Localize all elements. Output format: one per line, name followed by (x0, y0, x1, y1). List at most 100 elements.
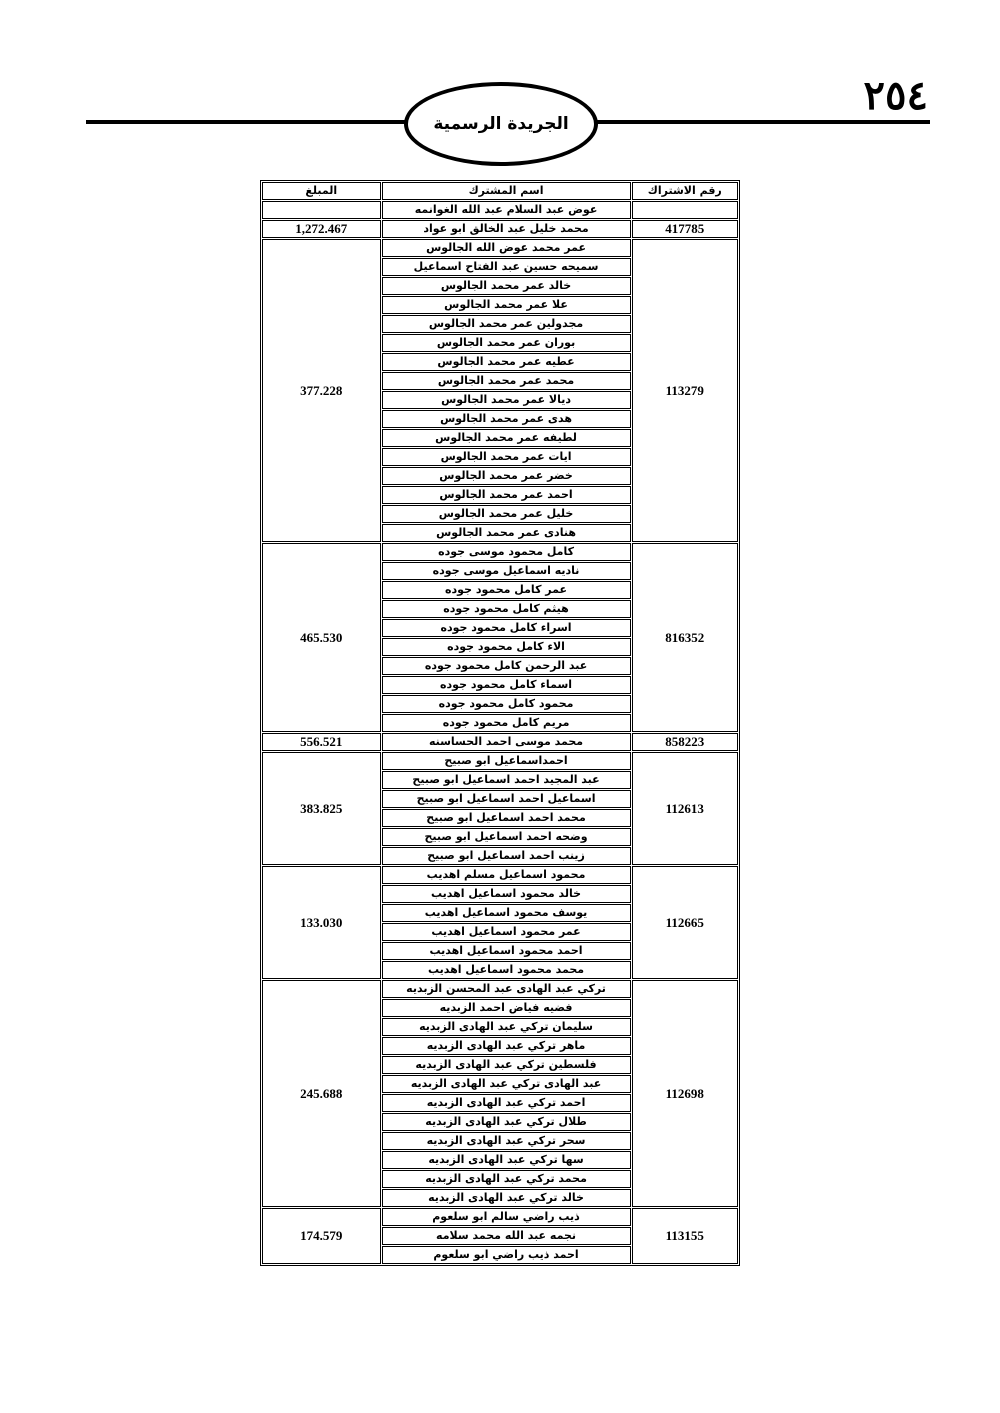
table-row: ايات عمر محمد الجالوس (262, 448, 738, 466)
table-row: نجمه عبد الله محمد سلامه (262, 1227, 738, 1245)
subscriber-name: عطيه عمر محمد الجالوس (381, 353, 631, 371)
table-row: سحر تركي عبد الهادى الزبديه (262, 1132, 738, 1150)
table-row: هنادى عمر محمد الجالوس (262, 524, 738, 542)
table-row: 858223 محمد موسى احمد الحساسنه 556.521 (262, 733, 738, 751)
table-row: عوض عبد السلام عبد الله الغوانمه (262, 201, 738, 219)
table-row: عطيه عمر محمد الجالوس (262, 353, 738, 371)
table-row: عبد الهادى تركي عبد الهادى الزبديه (262, 1075, 738, 1093)
table-row: 112613 احمداسماعيل ابو صبيح 383.825 (262, 752, 738, 865)
table-row: خالد تركي عبد الهادى الزبديه (262, 1189, 738, 1207)
subscription-number: 112698 (631, 980, 738, 1207)
subscriber-name: محمد تركي عبد الهادى الزبديه (381, 1170, 631, 1188)
subscriber-name: هنادى عمر محمد الجالوس (381, 524, 631, 542)
table-row: سها تركي عبد الهادى الزبديه (262, 1151, 738, 1169)
subscriber-name: هيثم كامل محمود جوده (381, 600, 631, 618)
subscriber-name: سليمان تركي عبد الهادى الزبديه (381, 1018, 631, 1036)
column-header: رقم الاشتراك (631, 182, 738, 200)
subscriber-name: محمد موسى احمد الحساسنه (381, 733, 631, 751)
subscriber-name: سميحه حسين عبد الفتاح اسماعيل (381, 258, 631, 276)
subscriber-name: علا عمر محمد الجالوس (381, 296, 631, 314)
table-row: علا عمر محمد الجالوس (262, 296, 738, 314)
table-row: محمد احمد اسماعيل ابو صبيح (262, 809, 738, 827)
subscriber-name: عمر محمود اسماعيل اهديب (381, 923, 631, 941)
table-row: لطيفه عمر محمد الجالوس (262, 429, 738, 447)
subscriber-name: خالد عمر محمد الجالوس (381, 277, 631, 295)
subscriber-name: عوض عبد السلام عبد الله الغوانمه (381, 201, 631, 219)
table-row: احمد عمر محمد الجالوس (262, 486, 738, 504)
table-row: هيثم كامل محمود جوده (262, 600, 738, 618)
subscription-number: 816352 (631, 543, 738, 732)
table-row: عمر كامل محمود جوده (262, 581, 738, 599)
table-row: فضيه فياض احمد الزبديه (262, 999, 738, 1017)
subscriber-name: عمر كامل محمود جوده (381, 581, 631, 599)
subscriber-name: فلسطين تركي عبد الهادى الزبديه (381, 1056, 631, 1074)
subscriber-name: ايات عمر محمد الجالوس (381, 448, 631, 466)
subscriber-name: عمر محمد عوض الله الجالوس (381, 239, 631, 257)
amount: 556.521 (262, 733, 381, 751)
subscription-number (631, 201, 738, 219)
column-header: المبلغ (262, 182, 381, 200)
amount: 383.825 (262, 752, 381, 865)
page-number: ٢٥٤ (863, 72, 928, 119)
subscriber-name: ماهر تركي عبد الهادى الزبديه (381, 1037, 631, 1055)
table-row: وضحه احمد اسماعيل ابو صبيح (262, 828, 738, 846)
subscriber-name: لطيفه عمر محمد الجالوس (381, 429, 631, 447)
subscriber-name: محمود اسماعيل مسلم اهديب (381, 866, 631, 884)
subscriber-name: محمد خليل عبد الخالق ابو عواد (381, 220, 631, 238)
subscribers-table: رقم الاشتراك اسم المشترك المبلغ عوض عبد الس… (260, 180, 740, 1266)
subscriber-name: محمد محمود اسماعيل اهديب (381, 961, 631, 979)
subscriber-name: اسماء كامل محمود جوده (381, 676, 631, 694)
table-row: سميحه حسين عبد الفتاح اسماعيل (262, 258, 738, 276)
table-row: ماهر تركي عبد الهادى الزبديه (262, 1037, 738, 1055)
table-row: عبد الرحمن كامل محمود جوده (262, 657, 738, 675)
table-row: خالد عمر محمد الجالوس (262, 277, 738, 295)
table-row: 112698 تركي عبد الهادى عبد المحسن الزبديه… (262, 980, 738, 1207)
subscriber-name: يوسف محمود اسماعيل اهديب (381, 904, 631, 922)
table-row: مجدولين عمر محمد الجالوس (262, 315, 738, 333)
table-row: بوران عمر محمد الجالوس (262, 334, 738, 352)
amount: 1,272.467 (262, 220, 381, 238)
subscriber-name: احمداسماعيل ابو صبيح (381, 752, 631, 770)
subscriber-name: ناديه اسماعيل موسى جوده (381, 562, 631, 580)
table-row: اسراء كامل محمود جوده (262, 619, 738, 637)
table-row: خليل عمر محمد الجالوس (262, 505, 738, 523)
subscriber-name: نجمه عبد الله محمد سلامه (381, 1227, 631, 1245)
table-row: خضر عمر محمد الجالوس (262, 467, 738, 485)
subscriber-name: ذيب راضي سالم ابو سلعوم (381, 1208, 631, 1226)
table-row: 816352 كامل محمود موسى جوده 465.530 (262, 543, 738, 732)
table-row: زينب احمد اسماعيل ابو صبيح (262, 847, 738, 865)
subscriber-name: عبد المجيد احمد اسماعيل ابو صبيح (381, 771, 631, 789)
amount (262, 201, 381, 219)
subscriber-name: خالد محمود اسماعيل اهديب (381, 885, 631, 903)
subscriber-name: احمد تركي عبد الهادى الزبديه (381, 1094, 631, 1112)
subscriber-name: ديالا عمر محمد الجالوس (381, 391, 631, 409)
subscriber-name: اسماعيل احمد اسماعيل ابو صبيح (381, 790, 631, 808)
table-row: 113155 ذيب راضي سالم ابو سلعوم 174.579 (262, 1208, 738, 1264)
subscriber-name: زينب احمد اسماعيل ابو صبيح (381, 847, 631, 865)
subscription-number: 112665 (631, 866, 738, 979)
subscriber-name: خضر عمر محمد الجالوس (381, 467, 631, 485)
amount: 465.530 (262, 543, 381, 732)
subscriber-name: محمود كامل محمود جوده (381, 695, 631, 713)
table-row: عبد المجيد احمد اسماعيل ابو صبيح (262, 771, 738, 789)
table-row: يوسف محمود اسماعيل اهديب (262, 904, 738, 922)
subscriber-name: اسراء كامل محمود جوده (381, 619, 631, 637)
subscriber-name: بوران عمر محمد الجالوس (381, 334, 631, 352)
table-row: محمد عمر محمد الجالوس (262, 372, 738, 390)
subscriber-name: فضيه فياض احمد الزبديه (381, 999, 631, 1017)
subscriber-name: عبد الهادى تركي عبد الهادى الزبديه (381, 1075, 631, 1093)
table-row: فلسطين تركي عبد الهادى الزبديه (262, 1056, 738, 1074)
subscription-number: 417785 (631, 220, 738, 238)
subscriber-name: كامل محمود موسى جوده (381, 543, 631, 561)
subscriber-name: مجدولين عمر محمد الجالوس (381, 315, 631, 333)
subscription-number: 858223 (631, 733, 738, 751)
table-row: 113279 عمر محمد عوض الله الجالوس 377.228 (262, 239, 738, 542)
table-row: عمر محمود اسماعيل اهديب (262, 923, 738, 941)
table-row: احمد محمود اسماعيل اهديب (262, 942, 738, 960)
subscriber-name: مريم كامل محمود جوده (381, 714, 631, 732)
table-row: محمود كامل محمود جوده (262, 695, 738, 713)
table-row: مريم كامل محمود جوده (262, 714, 738, 732)
subscriber-name: سها تركي عبد الهادى الزبديه (381, 1151, 631, 1169)
table-row: اسماعيل احمد اسماعيل ابو صبيح (262, 790, 738, 808)
